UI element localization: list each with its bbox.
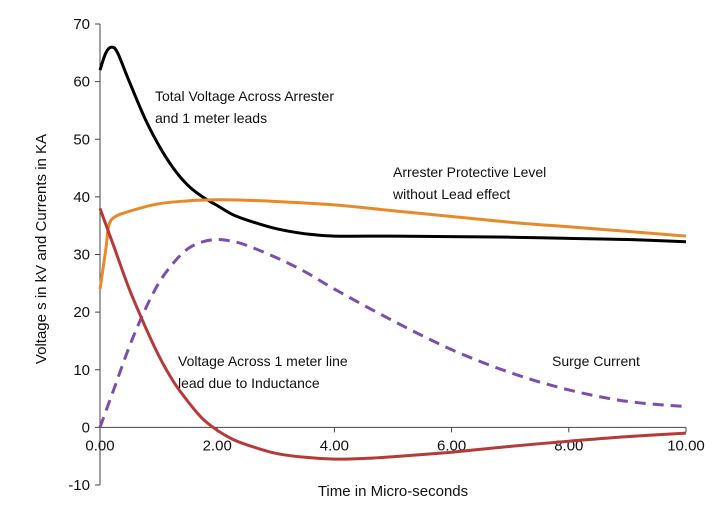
annotation-total-voltage: Total Voltage Across Arrester and 1 mete… (155, 88, 334, 126)
x-tick-label: 2.00 (203, 437, 232, 454)
annotation-total-voltage-line1: Total Voltage Across Arrester (155, 88, 334, 104)
y-tick-label: 20 (73, 304, 90, 321)
x-ticks: 0.00 2.00 4.00 6.00 8.00 10.00 (85, 427, 705, 454)
series-line-surge-current (98, 237, 687, 428)
series-line-lead-voltage (98, 207, 687, 461)
annotation-total-voltage-line2: and 1 meter leads (155, 110, 267, 126)
annotation-lead-voltage: Voltage Across 1 meter line lead due to … (178, 353, 348, 391)
series-line-protective-level (98, 198, 687, 290)
y-tick-label: 70 (73, 16, 90, 33)
y-tick-label: 10 (73, 362, 90, 379)
y-tick-label: 0 (82, 419, 90, 436)
annotation-surge-current: Surge Current (552, 353, 640, 369)
series-layer (98, 45, 687, 461)
x-tick-label: 4.00 (320, 437, 349, 454)
x-axis-title: Time in Micro-seconds (318, 483, 468, 500)
y-tick-label: 50 (73, 131, 90, 148)
annotation-protective-level-line1: Arrester Protective Level (393, 164, 546, 180)
x-tick-label: 0.00 (85, 437, 114, 454)
annotation-protective-level: Arrester Protective Level without Lead e… (392, 164, 546, 202)
annotation-surge-current-line1: Surge Current (552, 353, 640, 369)
y-axis-title: Voltage s in kV and Currents in KA (33, 134, 50, 364)
y-tick-label: 40 (73, 189, 90, 206)
y-tick-label: 60 (73, 74, 90, 91)
y-tick-label: -10 (68, 477, 90, 494)
series-line-total-voltage (98, 45, 687, 244)
y-tick-label: 30 (73, 247, 90, 264)
annotation-protective-level-line2: without Lead effect (392, 186, 510, 202)
annotation-lead-voltage-line1: Voltage Across 1 meter line (178, 353, 348, 369)
y-ticks: -10 0 10 20 30 40 50 60 70 (68, 16, 100, 494)
x-tick-label: 10.00 (667, 437, 705, 454)
annotation-lead-voltage-line2: lead due to Inductance (178, 375, 320, 391)
